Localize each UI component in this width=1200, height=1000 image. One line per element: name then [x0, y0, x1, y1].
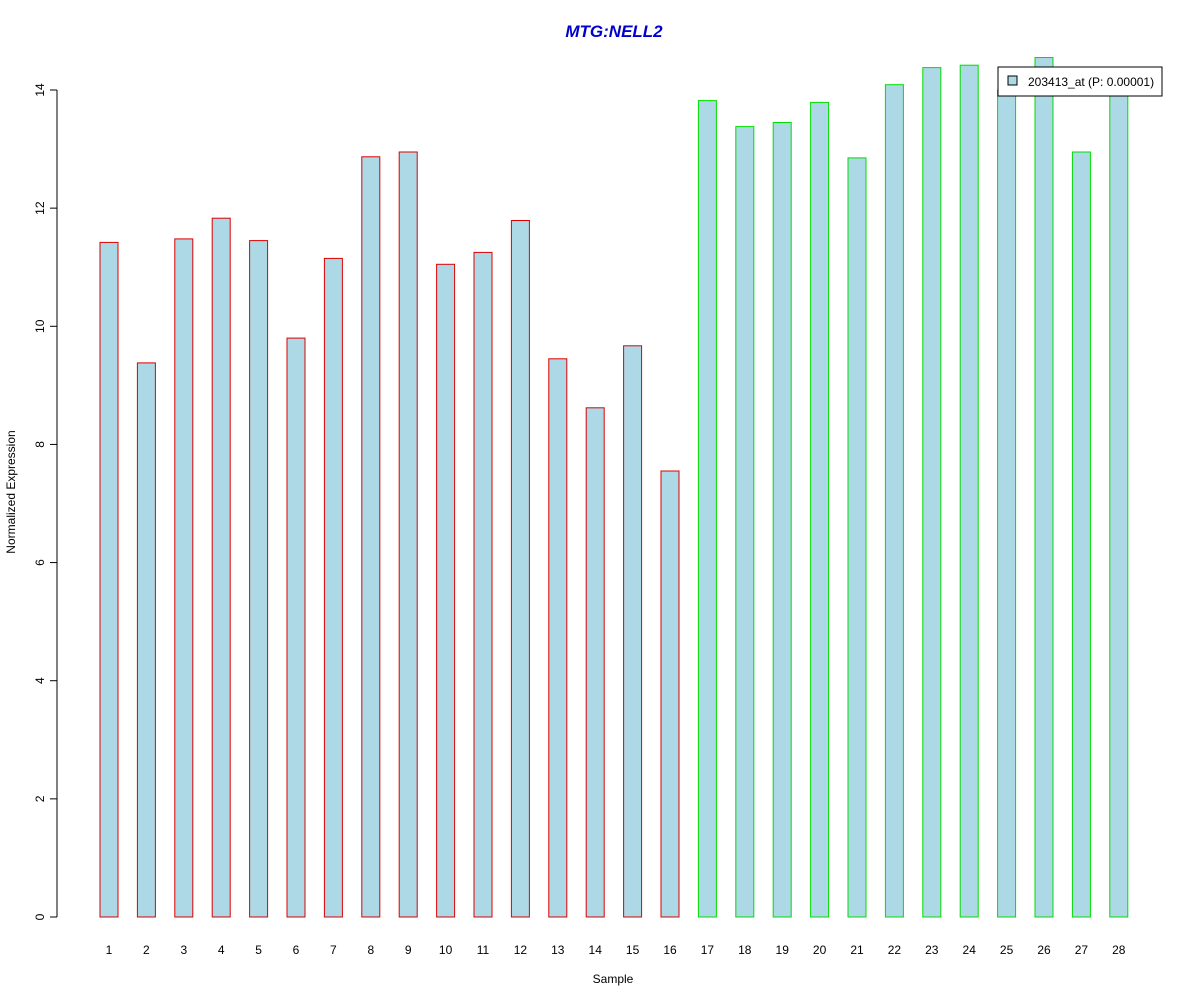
x-tick-label: 26 — [1037, 943, 1051, 957]
y-tick-label: 14 — [33, 83, 47, 97]
x-tick-label: 28 — [1112, 943, 1126, 957]
x-tick-label: 7 — [330, 943, 337, 957]
bar-sample-16 — [660, 470, 680, 918]
legend: 203413_at (P: 0.00001) — [997, 66, 1163, 97]
bar-sample-12 — [510, 220, 530, 918]
x-tick-label: 22 — [888, 943, 902, 957]
x-tick-label: 16 — [663, 943, 677, 957]
x-tick-label: 1 — [106, 943, 113, 957]
bar-sample-13 — [548, 358, 568, 918]
bar-sample-14 — [585, 407, 605, 918]
y-tick-label: 6 — [33, 559, 47, 566]
bar-sample-4 — [211, 217, 231, 918]
y-axis-label: Normalized Expression — [4, 430, 18, 553]
bar-sample-20 — [810, 101, 830, 918]
x-tick-label: 15 — [626, 943, 640, 957]
x-axis-label: Sample — [593, 972, 634, 986]
bar-sample-25 — [997, 89, 1017, 918]
x-tick-label: 10 — [439, 943, 453, 957]
y-tick-label: 10 — [33, 319, 47, 333]
legend-entry: 203413_at (P: 0.00001) — [1028, 75, 1154, 89]
x-tick-label: 18 — [738, 943, 752, 957]
bar-sample-28 — [1109, 89, 1129, 918]
x-axis-tick-labels: 1 2 3 4 5 6 7 8 9 10 11 12 13 14 15 16 17 18 19 20 21 22 23 24 2… — [106, 943, 1126, 957]
bar-sample-7 — [323, 257, 343, 918]
bar-sample-21 — [847, 157, 867, 918]
bar-sample-1 — [99, 241, 119, 918]
x-tick-label: 13 — [551, 943, 565, 957]
x-tick-label: 27 — [1075, 943, 1089, 957]
bar-sample-24 — [959, 64, 979, 918]
bar-sample-17 — [697, 100, 717, 918]
bar-sample-18 — [735, 126, 755, 918]
bar-sample-11 — [473, 251, 493, 918]
y-tick-label: 8 — [33, 441, 47, 448]
bar-sample-3 — [174, 238, 194, 918]
y-axis: 0 2 4 6 8 10 12 14 — [33, 83, 58, 920]
x-tick-label: 21 — [850, 943, 864, 957]
y-tick-label: 2 — [33, 795, 47, 802]
x-tick-label: 24 — [963, 943, 977, 957]
y-tick-label: 12 — [33, 201, 47, 215]
bar-sample-9 — [398, 151, 418, 918]
bar-sample-15 — [623, 345, 643, 918]
x-tick-label: 12 — [514, 943, 528, 957]
chart-title: MTG:NELL2 — [565, 22, 663, 41]
x-tick-label: 4 — [218, 943, 225, 957]
bar-sample-5 — [249, 240, 269, 918]
x-tick-label: 6 — [293, 943, 300, 957]
x-tick-label: 23 — [925, 943, 939, 957]
legend-box — [997, 66, 1163, 97]
x-tick-label: 2 — [143, 943, 150, 957]
bar-sample-22 — [884, 84, 904, 918]
x-tick-label: 20 — [813, 943, 827, 957]
y-tick-label: 4 — [33, 677, 47, 684]
bar-sample-8 — [361, 156, 381, 918]
bars-group — [99, 57, 1129, 918]
x-tick-label: 14 — [589, 943, 603, 957]
bar-sample-23 — [922, 67, 942, 918]
x-tick-label: 3 — [180, 943, 187, 957]
x-tick-label: 8 — [367, 943, 374, 957]
x-tick-label: 17 — [701, 943, 715, 957]
bar-sample-19 — [772, 122, 792, 918]
x-tick-label: 25 — [1000, 943, 1014, 957]
x-tick-label: 5 — [255, 943, 262, 957]
x-tick-label: 19 — [776, 943, 790, 957]
y-tick-label: 0 — [33, 913, 47, 920]
bar-sample-6 — [286, 337, 306, 918]
x-tick-label: 11 — [477, 943, 490, 957]
legend-swatch — [1007, 75, 1018, 86]
bar-sample-27 — [1071, 151, 1091, 918]
bar-sample-10 — [436, 263, 456, 918]
bar-sample-2 — [136, 362, 156, 918]
x-tick-label: 9 — [405, 943, 412, 957]
bar-sample-26 — [1034, 57, 1054, 918]
